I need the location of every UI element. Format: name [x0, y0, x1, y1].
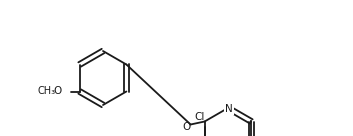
Text: O: O	[183, 121, 191, 132]
Text: N: N	[225, 104, 233, 114]
Text: CH₃: CH₃	[37, 86, 56, 97]
Text: Cl: Cl	[195, 112, 205, 121]
Text: O: O	[54, 86, 62, 97]
